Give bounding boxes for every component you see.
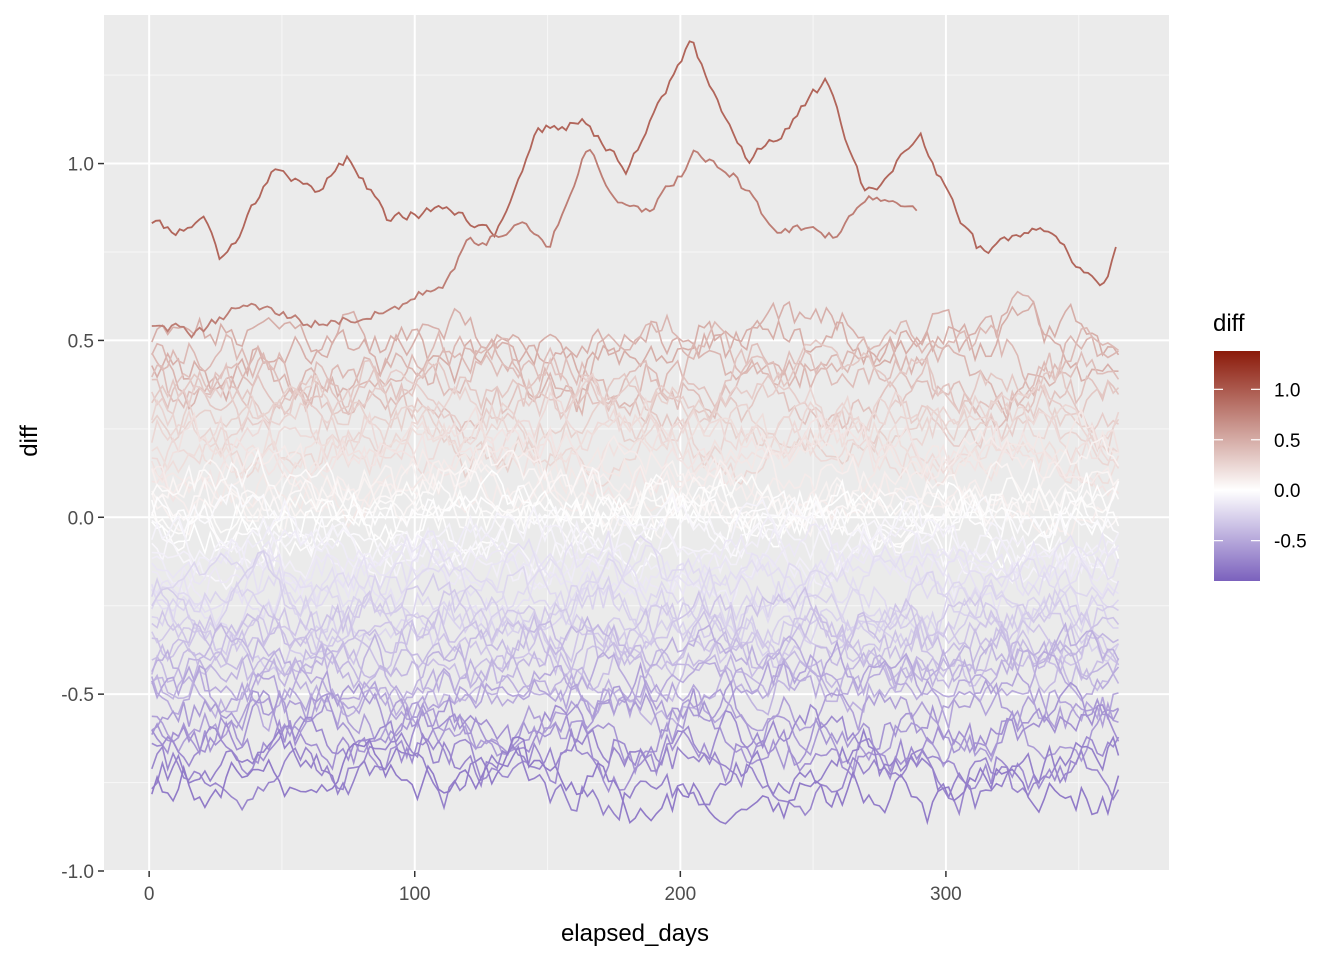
colorbar-tick-label: -0.5 <box>1274 532 1307 553</box>
y-axis: -1.0 -0.5 0.0 0.5 1.0 <box>61 155 104 883</box>
y-tick-label: 0.5 <box>68 331 94 352</box>
series-line <box>151 530 1120 600</box>
series-line <box>151 570 1119 650</box>
series-line <box>151 736 1120 826</box>
x-tick-label: 200 <box>664 884 696 905</box>
series-line <box>151 531 1119 626</box>
series-line <box>151 550 1120 663</box>
series-line <box>151 515 1120 592</box>
series-line <box>151 448 1120 555</box>
series-line <box>151 405 1120 487</box>
series-line <box>151 369 1119 450</box>
series-line <box>151 339 1120 430</box>
series-line-top-2 <box>151 148 918 339</box>
series-line <box>151 313 1119 423</box>
colorbar-tick-label: 0.5 <box>1274 431 1300 452</box>
series-line <box>151 495 1119 584</box>
series-group <box>151 40 1120 826</box>
x-tick-label: 100 <box>399 884 431 905</box>
series-line <box>151 428 1119 522</box>
series-line <box>151 632 1120 727</box>
series-line <box>151 728 1120 817</box>
y-tick-label: 1.0 <box>68 155 94 176</box>
series-line <box>151 469 1120 571</box>
series-line <box>151 300 1120 385</box>
series-line <box>151 681 1120 776</box>
x-tick-label: 300 <box>930 884 962 905</box>
colorbar <box>1214 351 1260 581</box>
series-line <box>151 441 1120 541</box>
colorbar-tick-label: 1.0 <box>1274 380 1300 401</box>
series-line <box>151 390 1119 487</box>
legend-title: diff <box>1213 310 1245 337</box>
series-line <box>151 661 1119 756</box>
series-line <box>151 619 1120 703</box>
series-line <box>151 290 1119 403</box>
colorbar-legend: diff 1.0 0.5 0.0 -0.5 <box>1213 310 1307 581</box>
y-tick-label: -1.0 <box>61 862 94 883</box>
series-line <box>151 680 1119 773</box>
series-line <box>151 703 1120 794</box>
series-line <box>151 615 1119 710</box>
y-tick-label: 0.0 <box>68 508 94 529</box>
series-line <box>151 589 1119 670</box>
series-line <box>151 534 1120 642</box>
y-axis-title: diff <box>16 425 43 457</box>
x-axis-title: elapsed_days <box>561 920 709 947</box>
colorbar-ticks: 1.0 0.5 0.0 -0.5 <box>1214 380 1307 553</box>
series-line-top-1 <box>151 40 1117 287</box>
series-line <box>151 391 1120 480</box>
y-tick-label: -0.5 <box>61 685 94 706</box>
series-line <box>151 703 1120 792</box>
series-line <box>151 588 1119 666</box>
x-tick-label: 0 <box>144 884 155 905</box>
series-line <box>151 572 1119 677</box>
colorbar-tick-label: 0.0 <box>1274 481 1300 502</box>
series-line <box>151 473 1120 549</box>
series-line <box>151 727 1120 822</box>
x-axis: 0 100 200 300 <box>144 871 962 905</box>
series-line <box>151 549 1120 641</box>
